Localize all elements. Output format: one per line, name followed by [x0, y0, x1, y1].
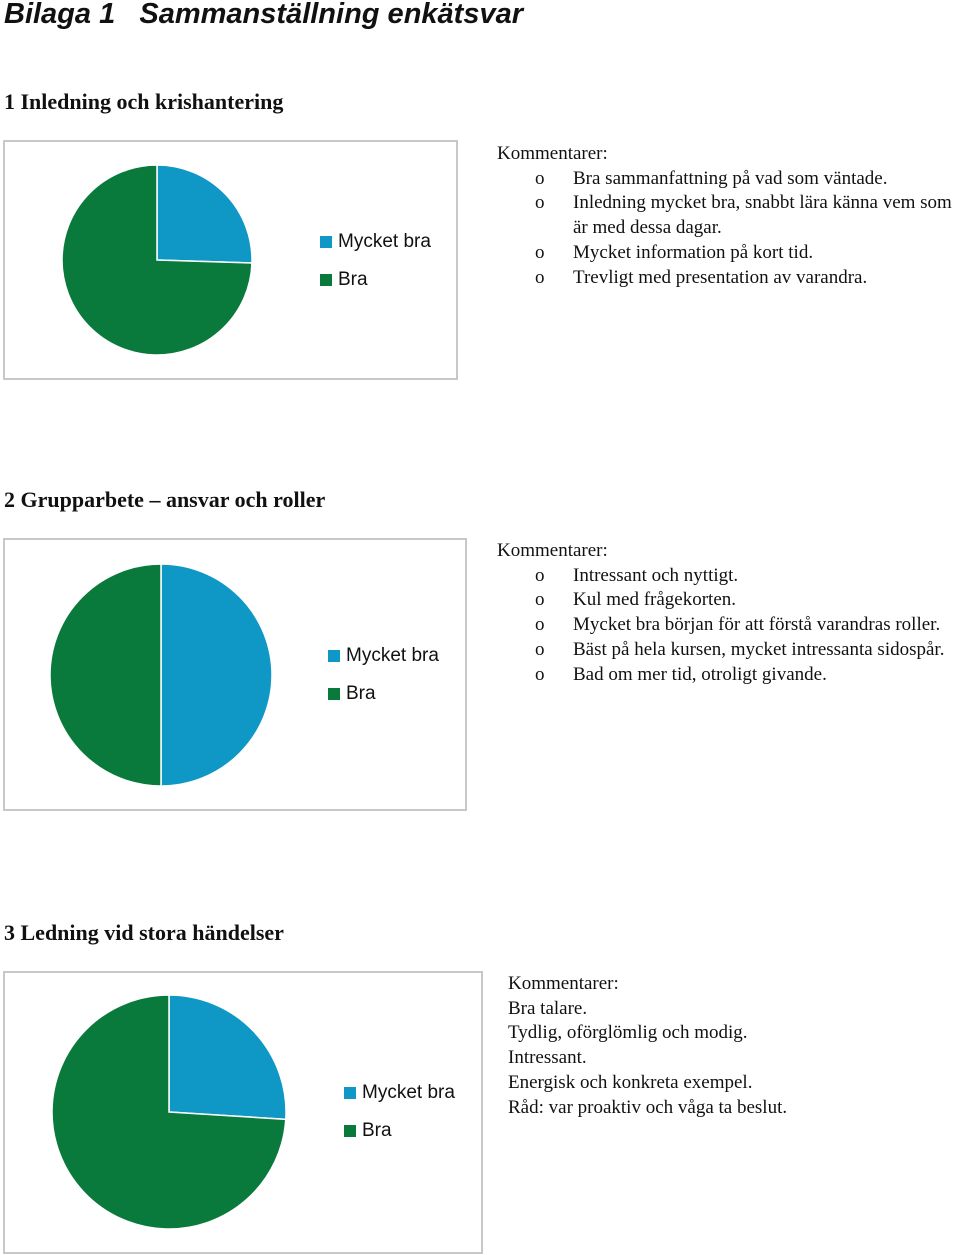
- legend-swatch-mycket-bra: [320, 236, 332, 248]
- comments-list: o Bra sammanfattning på vad som väntade. …: [497, 167, 959, 291]
- comments-block-3: Kommentarer: Bra talare. Tydlig, oförglö…: [508, 972, 958, 1120]
- legend-swatch-bra: [344, 1125, 356, 1137]
- comment-text: Tydlig, oförglömlig och modig.: [508, 1022, 748, 1044]
- bullet-glyph: o: [535, 167, 545, 189]
- comment-text: Bra sammanfattning på vad som väntade.: [573, 167, 888, 189]
- comments-label: Kommentarer:: [508, 973, 619, 994]
- legend-label: Bra: [362, 1120, 392, 1141]
- comment-text: Mycket information på kort tid.: [573, 241, 814, 263]
- comment-item: o Mycket information på kort tid.: [497, 241, 959, 266]
- bullet-glyph: o: [535, 241, 545, 263]
- comment-text: Intressant.: [508, 1047, 587, 1069]
- pie-chart-3-legend: Mycket bra Bra: [344, 1074, 455, 1150]
- legend-item-mycket-bra: Mycket bra: [328, 637, 439, 675]
- legend-label: Bra: [346, 683, 376, 704]
- legend-item-mycket-bra: Mycket bra: [344, 1074, 455, 1112]
- comment-text: Bäst på hela kursen, mycket intressanta …: [573, 638, 945, 660]
- comments-label: Kommentarer:: [497, 143, 608, 164]
- comment-item: o Bad om mer tid, otroligt givande.: [497, 663, 959, 688]
- section-heading-2: 2 Grupparbete – ansvar och roller: [4, 487, 326, 512]
- comment-text: Kul med frågekorten.: [573, 589, 737, 611]
- comment-text: Bad om mer tid, otroligt givande.: [573, 663, 827, 685]
- comment-text: Mycket bra början för att förstå varandr…: [573, 614, 941, 636]
- comment-item: o Trevligt med presentation av varandra.: [497, 266, 959, 291]
- bullet-glyph: o: [535, 663, 545, 685]
- pie-chart-2: Mycket bra Bra: [3, 538, 467, 811]
- pie-slice-bra: [51, 994, 287, 1230]
- comment-text: Råd: var proaktiv och våga ta beslut.: [508, 1096, 788, 1118]
- pie-slice-mycket-bra: [168, 994, 287, 1121]
- legend-item-bra: Bra: [344, 1112, 455, 1150]
- pie-chart-2-plot: [49, 563, 273, 787]
- legend-swatch-bra: [320, 274, 332, 286]
- bullet-glyph: o: [535, 614, 545, 636]
- legend-label: Bra: [338, 269, 368, 290]
- section-heading-3: 3 Ledning vid stora händelser: [4, 920, 284, 945]
- comment-text: Bra talare.: [508, 997, 588, 1019]
- legend-swatch-mycket-bra: [328, 650, 340, 662]
- legend-item-bra: Bra: [328, 675, 439, 713]
- pie-slice-bra: [61, 164, 253, 356]
- document-title-text: Sammanställning enkätsvar: [139, 0, 523, 30]
- comment-item: o Bäst på hela kursen, mycket intressanta…: [497, 638, 959, 663]
- bullet-glyph: o: [535, 192, 545, 214]
- pie-chart-1-legend: Mycket bra Bra: [320, 223, 431, 299]
- comment-text: Trevligt med presentation av varandra.: [573, 266, 868, 288]
- legend-label: Mycket bra: [338, 231, 431, 252]
- section-heading-1: 1 Inledning och krishantering: [4, 89, 284, 114]
- comment-item: o Bra sammanfattning på vad som väntade.: [497, 167, 959, 192]
- comment-text: Intressant och nyttigt.: [573, 564, 739, 586]
- bullet-glyph: o: [535, 589, 545, 611]
- legend-label: Mycket bra: [362, 1082, 455, 1103]
- comment-item: o Inledning mycket bra, snabbt lära känna…: [497, 191, 959, 240]
- legend-item-bra: Bra: [320, 261, 431, 299]
- pie-chart-3-plot: [51, 994, 287, 1230]
- comment-item: o Intressant och nyttigt.: [497, 564, 959, 589]
- comments-block-2: Kommentarer: o Intressant och nyttigt. o K…: [497, 539, 959, 687]
- bullet-glyph: o: [535, 266, 545, 288]
- comment-item: o Kul med frågekorten.: [497, 588, 959, 613]
- bullet-glyph: o: [535, 638, 545, 660]
- pie-chart-2-legend: Mycket bra Bra: [328, 637, 439, 713]
- document-title-label: Bilaga 1: [4, 0, 116, 30]
- comment-text: Inledning mycket bra, snabbt lära känna …: [573, 192, 952, 239]
- legend-swatch-mycket-bra: [344, 1087, 356, 1099]
- pie-chart-1-plot: [61, 164, 253, 356]
- bullet-glyph: o: [535, 564, 545, 586]
- document-title: Bilaga 1 Sammanställning enkätsvar: [4, 0, 523, 31]
- comment-item: o Mycket bra början för att förstå varand…: [497, 613, 959, 638]
- comments-list: o Intressant och nyttigt. o Kul med frågek…: [497, 564, 959, 688]
- pie-chart-3: Mycket bra Bra: [3, 971, 483, 1254]
- pie-slice-mycket-bra: [160, 563, 273, 787]
- pie-chart-1: Mycket bra Bra: [3, 140, 458, 380]
- legend-swatch-bra: [328, 688, 340, 700]
- pie-slice-bra: [49, 563, 162, 787]
- comments-label: Kommentarer:: [497, 540, 608, 561]
- comments-block-1: Kommentarer: o Bra sammanfattning på vad …: [497, 142, 959, 290]
- legend-label: Mycket bra: [346, 645, 439, 666]
- legend-item-mycket-bra: Mycket bra: [320, 223, 431, 261]
- comment-text: Energisk och konkreta exempel.: [508, 1071, 753, 1093]
- pie-slice-mycket-bra: [156, 164, 253, 264]
